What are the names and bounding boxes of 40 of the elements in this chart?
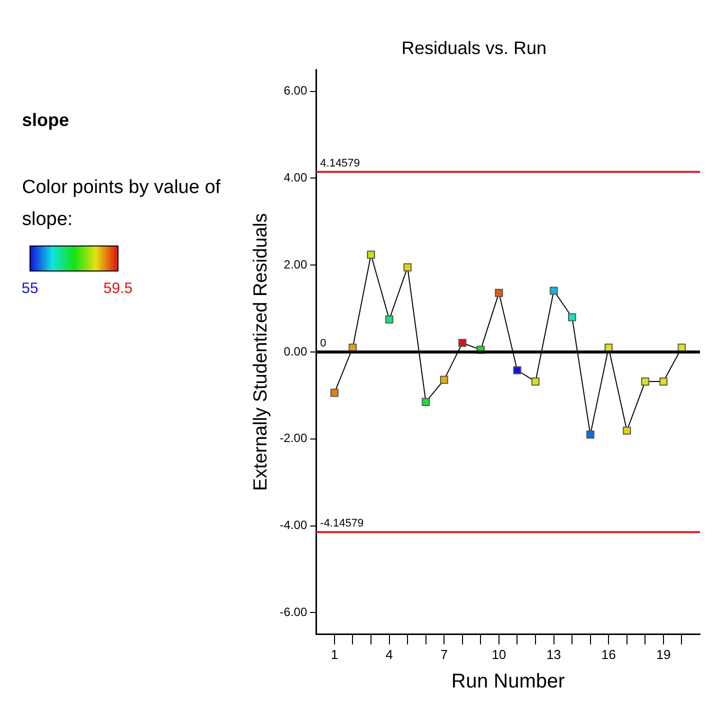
text: slope <box>22 110 70 130</box>
point <box>385 315 394 324</box>
point <box>622 426 631 435</box>
point <box>568 313 576 322</box>
point <box>531 378 540 386</box>
point <box>641 378 650 386</box>
point <box>366 250 376 259</box>
x-tick-label: 19 <box>656 646 671 662</box>
y-axis-title: Externally Studentized Residuals <box>250 213 272 491</box>
point <box>404 263 412 272</box>
y-tick-label: 2.00 <box>284 257 308 272</box>
ref-line-label: 0 <box>320 338 326 350</box>
x-tick-label: 1 <box>330 646 338 662</box>
x-tick-label: 7 <box>440 646 448 662</box>
point <box>458 338 466 347</box>
color-bar-label: 59.5 <box>103 280 133 298</box>
point <box>440 376 448 384</box>
y-tick-label: 4.00 <box>284 170 308 185</box>
y-tick-label: 6.00 <box>284 84 308 98</box>
color-bar-title: Color points by value of slope: <box>22 177 222 230</box>
point <box>422 398 430 406</box>
y-tick-label: -2.00 <box>280 431 308 446</box>
point <box>494 288 503 297</box>
x-axis-title: Run Number <box>451 670 566 693</box>
point <box>586 430 594 439</box>
point <box>330 388 338 397</box>
x-tick-label: 10 <box>492 646 506 662</box>
y-tick-label: 0.00 <box>284 344 308 358</box>
point <box>513 366 522 374</box>
color-bar-label: 55 <box>22 280 38 298</box>
y-tick-label: -4.00 <box>280 518 308 532</box>
point <box>550 286 558 295</box>
chart-title: Residuals vs. Run <box>401 38 547 58</box>
x-tick-label: 13 <box>546 646 562 662</box>
ref-line-label: 4.14579 <box>320 157 360 170</box>
y-tick-label: -6.00 <box>280 604 308 619</box>
x-tick-label: 4 <box>386 646 393 662</box>
point <box>659 378 668 386</box>
x-tick-label: 16 <box>601 646 616 662</box>
ref-line-label: -4.14579 <box>320 518 364 530</box>
